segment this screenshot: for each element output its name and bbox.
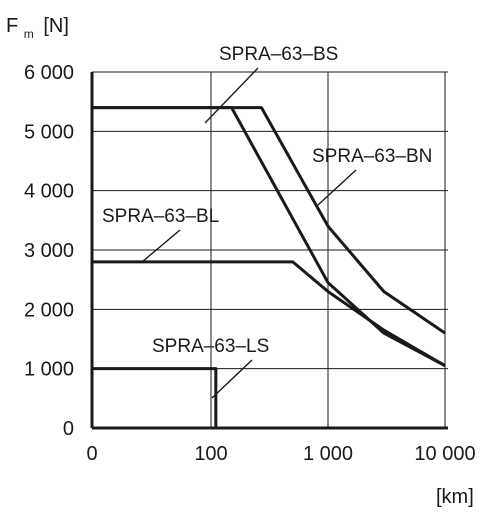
y-tick-label: 0 (63, 418, 74, 440)
x-tick-label: 10 000 (414, 443, 475, 465)
grid (92, 71, 448, 428)
y-tick-label: 1 000 (24, 359, 74, 381)
y-tick-label: 4 000 (24, 181, 74, 203)
series-label: SPRA–63–BN (312, 146, 432, 167)
x-tick-label: 0 (86, 443, 97, 465)
series-label-leader (317, 169, 357, 206)
series-label: SPRA–63–BL (102, 206, 219, 227)
series-line-bl (92, 260, 446, 367)
series-line-ls (92, 367, 218, 428)
series-label: SPRA–63–BS (219, 44, 338, 65)
y-tick-label: 6 000 (24, 62, 74, 84)
y-axis-label: F m [N] (6, 15, 69, 43)
series-label-leader (204, 67, 259, 124)
x-tick-label: 1 000 (303, 443, 353, 465)
series-labels: SPRA–63–BS SPRA–63–BN SPRA–63–BL SPRA–63–LS (102, 44, 432, 399)
series-label-leader (211, 359, 253, 399)
tick-labels: 0 1 000 2 000 3 000 4 000 5 000 6 000 0 100 1 000… (24, 62, 476, 465)
y-tick-label: 5 000 (24, 121, 74, 143)
x-tick-label: 100 (194, 443, 227, 465)
axes (90, 72, 448, 430)
y-tick-label: 2 000 (24, 299, 74, 321)
y-tick-label: 3 000 (24, 240, 74, 262)
series-label: SPRA–63–LS (152, 336, 269, 357)
series-lines (92, 106, 446, 428)
x-axis-label: [km] (436, 486, 474, 508)
series-label-leader (141, 229, 181, 263)
series-line-bs (92, 106, 446, 335)
